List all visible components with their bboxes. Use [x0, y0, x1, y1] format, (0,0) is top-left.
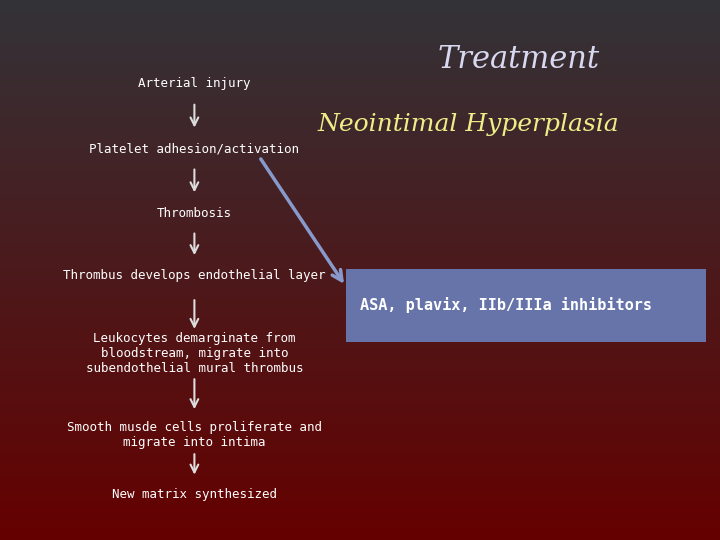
- Text: Arterial injury: Arterial injury: [138, 77, 251, 90]
- FancyBboxPatch shape: [346, 269, 706, 342]
- Text: Smooth musde cells proliferate and
migrate into intima: Smooth musde cells proliferate and migra…: [67, 421, 322, 449]
- Text: Thrombosis: Thrombosis: [157, 207, 232, 220]
- Text: Thrombus develops endothelial layer: Thrombus develops endothelial layer: [63, 269, 325, 282]
- Text: ASA, plavix, IIb/IIIa inhibitors: ASA, plavix, IIb/IIIa inhibitors: [360, 297, 652, 313]
- Text: Leukocytes demarginate from
bloodstream, migrate into
subendothelial mural throm: Leukocytes demarginate from bloodstream,…: [86, 332, 303, 375]
- Text: Platelet adhesion/activation: Platelet adhesion/activation: [89, 142, 300, 155]
- Text: Neointimal Hyperplasia: Neointimal Hyperplasia: [318, 113, 618, 136]
- Text: New matrix synthesized: New matrix synthesized: [112, 488, 277, 501]
- Text: Treatment: Treatment: [437, 44, 600, 75]
